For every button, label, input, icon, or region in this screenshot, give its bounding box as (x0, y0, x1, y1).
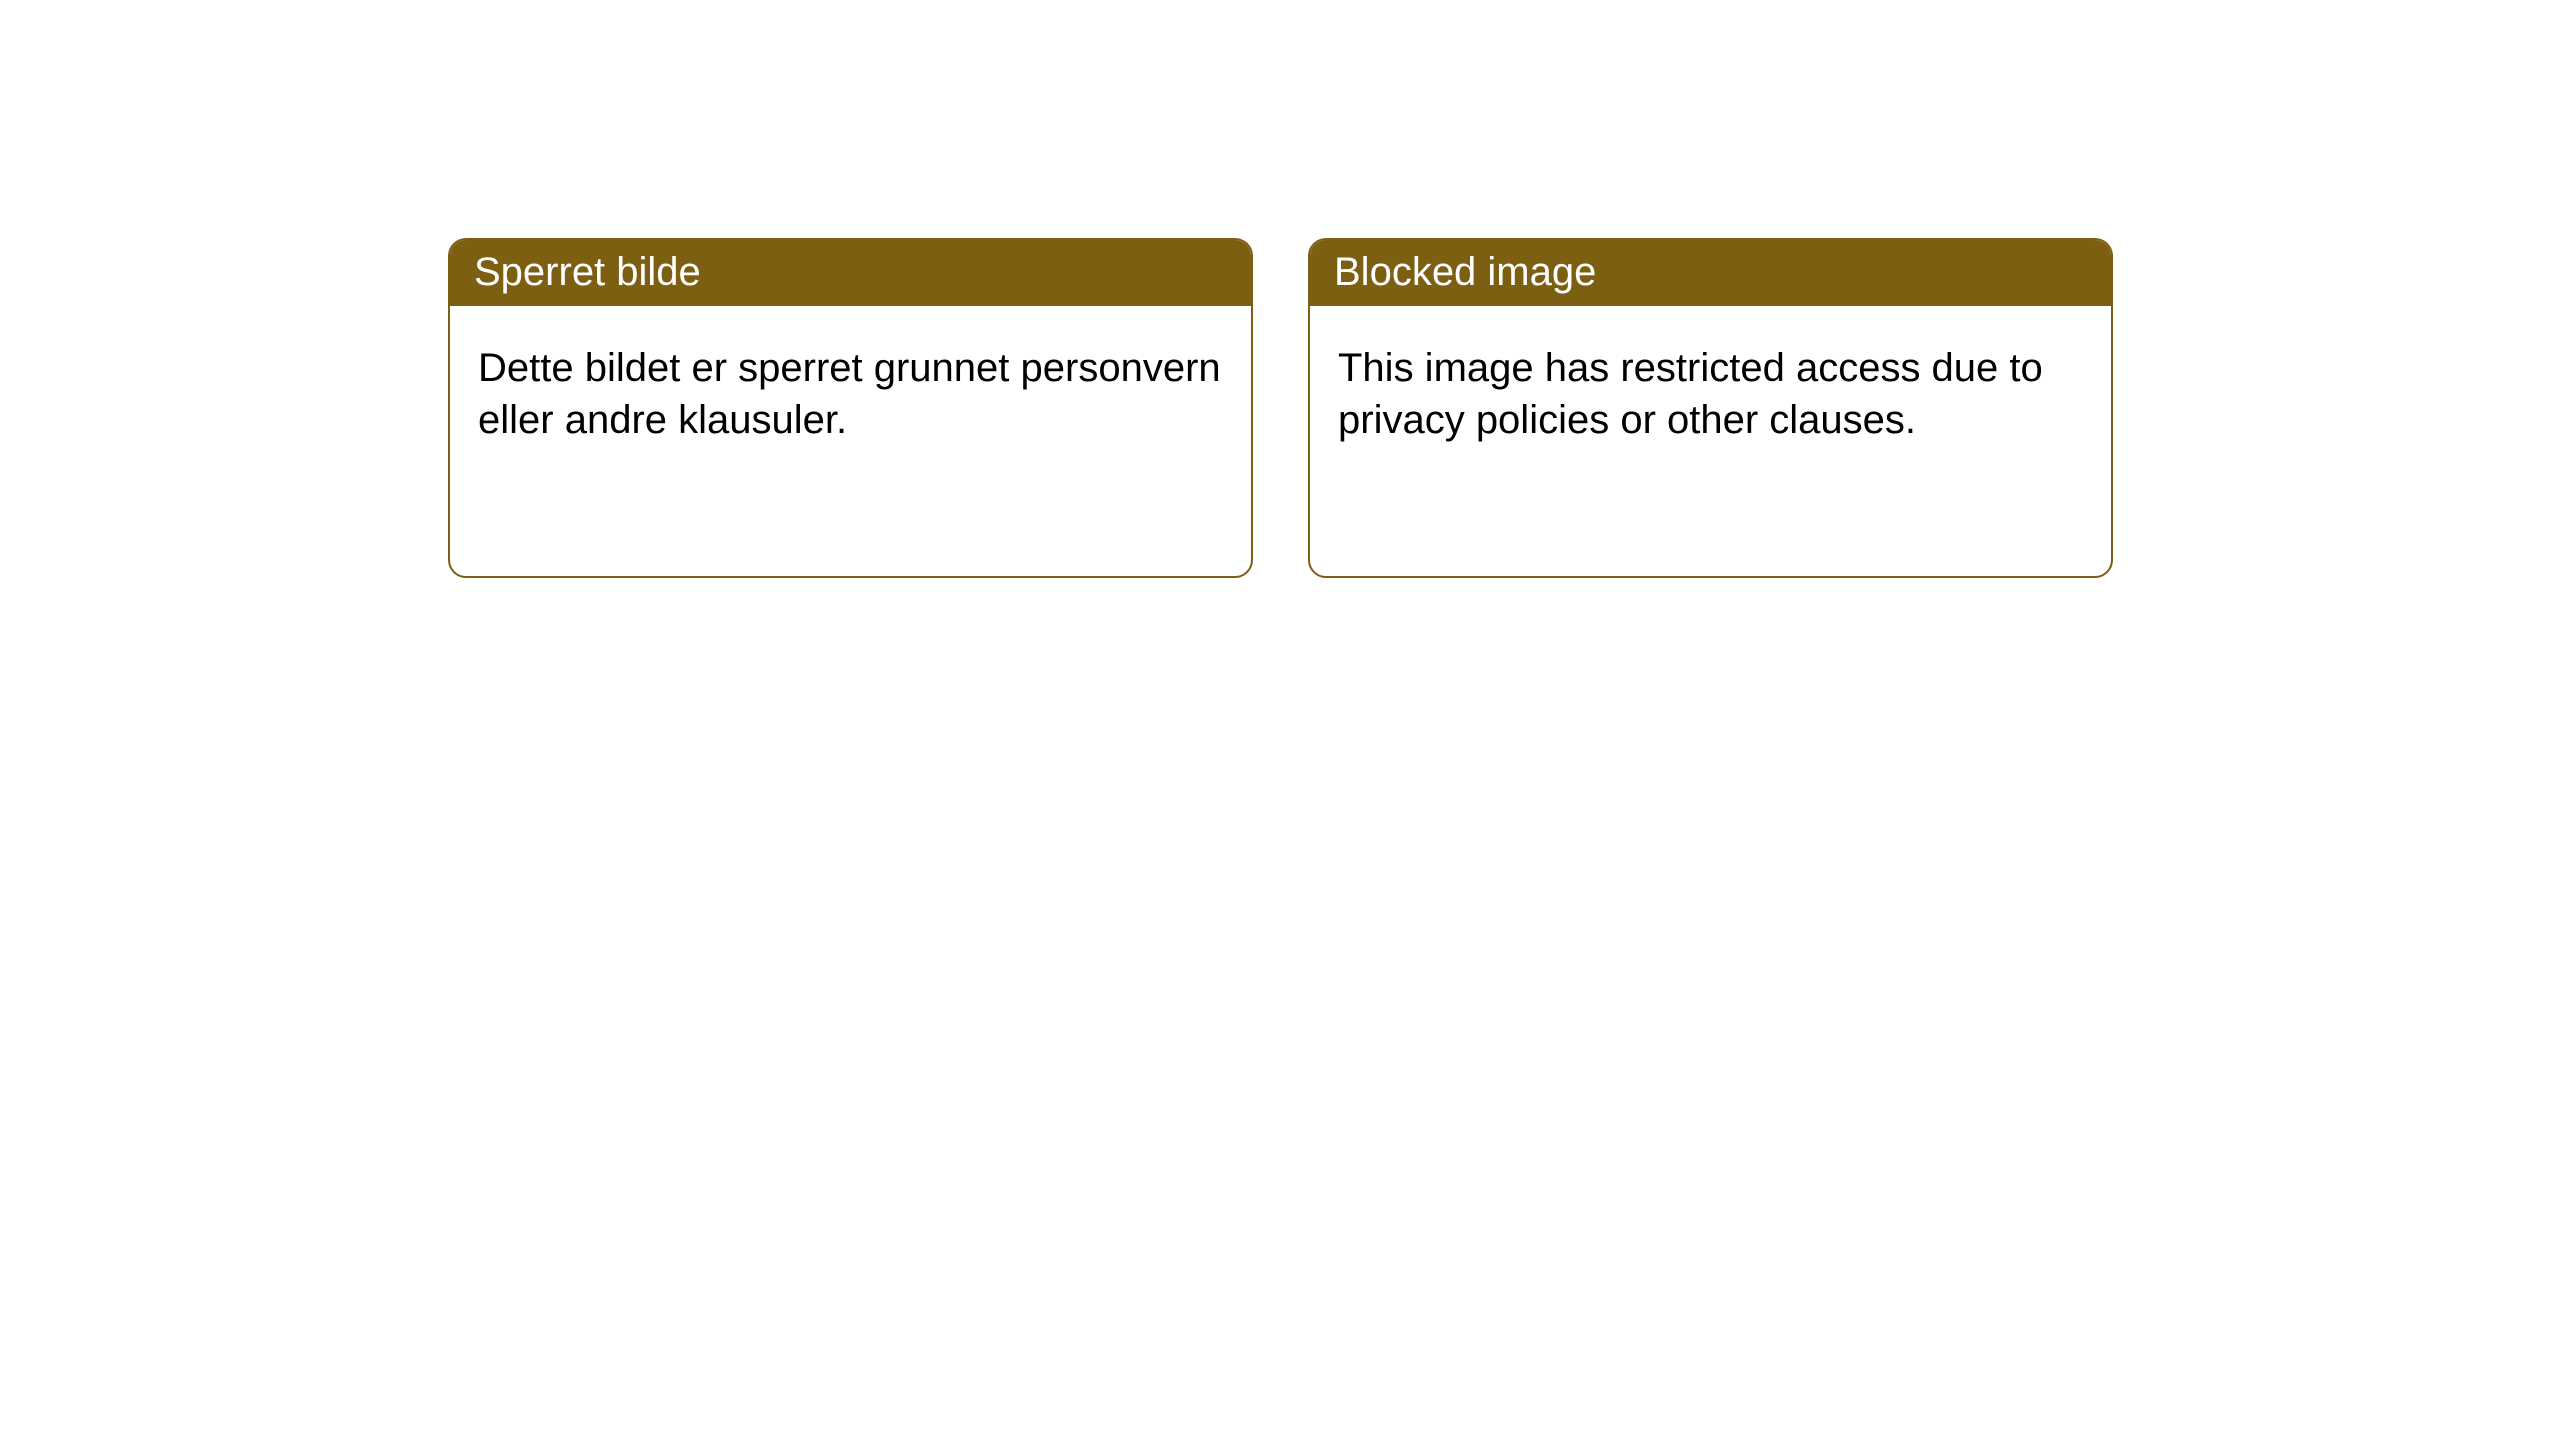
card-header-norwegian: Sperret bilde (450, 240, 1251, 306)
notice-card-norwegian: Sperret bilde Dette bildet er sperret gr… (448, 238, 1253, 578)
card-header-english: Blocked image (1310, 240, 2111, 306)
card-body-norwegian: Dette bildet er sperret grunnet personve… (450, 306, 1251, 482)
card-body-english: This image has restricted access due to … (1310, 306, 2111, 482)
notice-cards-row: Sperret bilde Dette bildet er sperret gr… (0, 0, 2560, 578)
notice-card-english: Blocked image This image has restricted … (1308, 238, 2113, 578)
